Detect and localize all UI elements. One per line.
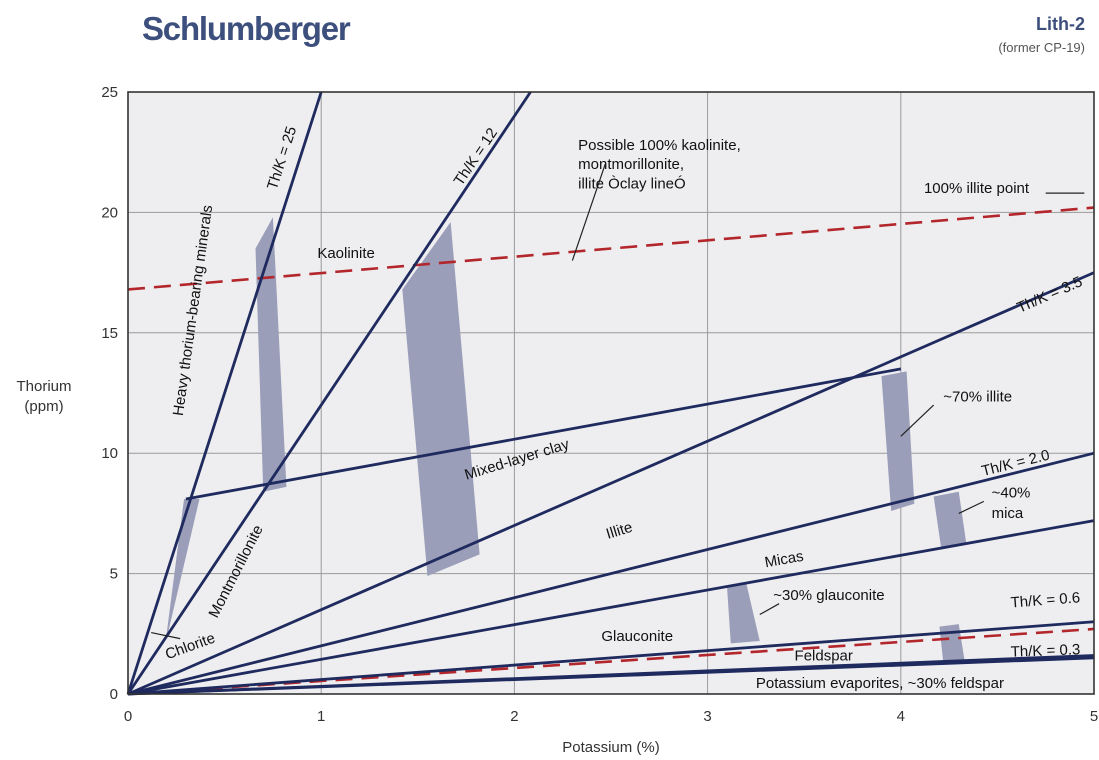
y-axis-label-line-2: (ppm) xyxy=(24,398,63,415)
chart-annotation: Possible 100% kaolinite, xyxy=(578,137,741,154)
ratio-line-label: Th/K = 0.3 xyxy=(1010,641,1080,661)
leader-line xyxy=(571,164,606,261)
ratio-line xyxy=(126,91,323,695)
x-tick-label: 2 xyxy=(510,708,518,725)
leader-line xyxy=(900,404,935,437)
chart-code: Lith-2 xyxy=(1036,14,1085,34)
y-tick-label: 0 xyxy=(110,686,118,703)
ratio-line xyxy=(127,620,1095,696)
x-tick-label: 1 xyxy=(317,708,325,725)
chart-annotation: 100% illite point xyxy=(924,180,1030,197)
brand-logo: Schlumberger xyxy=(142,10,351,47)
ratio-line-label: Th/K = 0.6 xyxy=(1010,589,1081,611)
x-tick-label: 0 xyxy=(124,708,132,725)
leader-line xyxy=(759,603,780,616)
boundary-line xyxy=(185,367,902,501)
x-tick-label: 5 xyxy=(1090,708,1098,725)
y-tick-label: 25 xyxy=(101,84,118,101)
chart-annotation: Glauconite xyxy=(601,628,673,645)
shaded-band xyxy=(933,491,967,550)
leader-line xyxy=(151,632,181,640)
y-tick-label: 20 xyxy=(101,204,118,221)
chart-annotation: ~30% glauconite xyxy=(773,587,884,604)
y-tick-label: 15 xyxy=(101,325,118,342)
ratio-line xyxy=(127,451,1095,696)
ratio-line xyxy=(127,271,1095,696)
shaded-band xyxy=(255,217,287,492)
chart-annotation: Micas xyxy=(763,548,805,572)
plot-frame xyxy=(127,91,1095,695)
chart-annotation: montmorillonite, xyxy=(578,156,684,173)
y-axis-label-line-1: Thorium xyxy=(16,378,71,395)
chart-subcode: (former CP-19) xyxy=(998,40,1085,55)
y-tick-label: 5 xyxy=(110,566,118,583)
shaded-band xyxy=(881,371,915,511)
chart-annotation: illite Òclay lineÓ xyxy=(578,175,686,192)
y-tick-label: 10 xyxy=(101,445,118,462)
shaded-band xyxy=(166,498,200,639)
chart-annotation: mica xyxy=(992,505,1024,522)
leader-line xyxy=(958,500,985,514)
shaded-band xyxy=(402,222,480,577)
dashed-reference-line xyxy=(127,206,1095,291)
x-tick-label: 4 xyxy=(897,708,905,725)
boundary-line xyxy=(127,654,1095,696)
ratio-line xyxy=(126,91,532,695)
chart-annotation: Potassium evaporites, ~30% feldspar xyxy=(756,675,1004,692)
chart-annotation: ~40% xyxy=(992,485,1031,502)
shaded-band xyxy=(726,583,760,644)
boundary-line xyxy=(127,519,1095,696)
chart-annotation: Kaolinite xyxy=(317,245,375,262)
chart-annotation: Feldspar xyxy=(795,647,853,664)
x-axis-label: Potassium (%) xyxy=(562,739,660,756)
chart-annotation: ~70% illite xyxy=(943,388,1012,405)
x-tick-label: 3 xyxy=(703,708,711,725)
